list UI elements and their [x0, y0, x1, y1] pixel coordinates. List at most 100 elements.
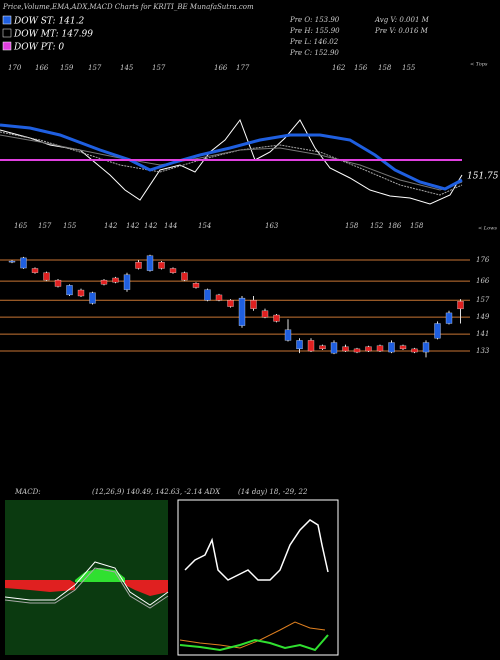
top-value: 170: [8, 64, 22, 72]
macd-label: MACD:: [14, 488, 41, 496]
candle-body: [319, 345, 326, 350]
candle-body: [31, 268, 39, 273]
candle-body: [66, 285, 73, 296]
low-value: 163: [265, 222, 279, 230]
ema-line: [0, 134, 463, 191]
ema-line: [0, 123, 463, 191]
adx-line: [179, 634, 329, 652]
level-label: 166: [476, 277, 490, 285]
candle-body: [112, 277, 119, 283]
macd-histogram: [5, 580, 75, 592]
candle-body: [296, 340, 303, 350]
info: Avg V: 0.001 M: [374, 16, 430, 24]
low-value: 158: [345, 222, 359, 230]
macd-histogram: [125, 580, 168, 596]
top-value: 158: [378, 64, 392, 72]
low-value: 157: [38, 222, 52, 230]
candle-body: [342, 346, 349, 352]
tops-label: < Tops: [470, 62, 488, 68]
top-value: 155: [402, 64, 416, 72]
candle-body: [135, 261, 142, 269]
low-value: 158: [410, 222, 424, 230]
ema-lines: [0, 118, 463, 205]
candle-body: [215, 294, 223, 301]
ema-line: [0, 131, 463, 196]
legend-swatch: [2, 28, 12, 38]
top-value: 145: [120, 64, 134, 72]
candle-body: [365, 346, 372, 352]
top-value: 157: [152, 64, 166, 72]
level-label: 141: [476, 330, 489, 338]
level-label: 157: [476, 296, 490, 304]
candle-body: [146, 255, 154, 271]
price-line: [0, 118, 463, 205]
low-value: 142: [144, 222, 158, 230]
legend-label: DOW PT: 0: [13, 43, 64, 53]
candle-body: [284, 329, 292, 341]
top-value: 162: [332, 64, 346, 72]
candle-body: [445, 312, 453, 324]
candle-body: [422, 342, 430, 353]
candle-body: [388, 342, 395, 353]
info: Pre O: 153.90: [289, 16, 340, 24]
low-value: 152: [370, 222, 384, 230]
legend-swatch: [2, 41, 12, 51]
info: Pre C: 152.90: [289, 49, 339, 57]
top-value: 156: [354, 64, 368, 72]
lows-label: < Lows: [478, 226, 497, 232]
top-value: 157: [88, 64, 102, 72]
info: Pre L: 146.02: [289, 38, 339, 46]
candle-body: [158, 261, 165, 269]
legend-swatch: [2, 15, 12, 25]
info: Pre H: 155.90: [289, 27, 340, 35]
candle-body: [273, 314, 280, 322]
candle-body: [238, 297, 246, 326]
level-label: 149: [476, 313, 490, 321]
candle-body: [77, 289, 85, 297]
low-value: 186: [388, 222, 402, 230]
macd-line: [4, 561, 169, 606]
candle-body: [227, 300, 234, 307]
top-value: 166: [35, 64, 49, 72]
legend-label: DOW MT: 147.99: [13, 30, 93, 40]
legend-label: DOW ST: 141.2: [13, 17, 84, 27]
candle-body: [43, 272, 50, 281]
level-label: 133: [476, 347, 490, 355]
candle-body: [353, 348, 361, 353]
title: Price,Volume,EMA,ADX,MACD Charts for KRI…: [2, 3, 254, 11]
low-value: 155: [63, 222, 77, 230]
candle-body: [192, 283, 200, 288]
candle-body: [169, 268, 177, 273]
low-value: 165: [14, 222, 28, 230]
top-value: 159: [60, 64, 74, 72]
candle-body: [330, 342, 338, 354]
candle-body: [54, 279, 62, 287]
low-value: 144: [164, 222, 177, 230]
candle-body: [307, 340, 315, 352]
candle-body: [434, 323, 441, 339]
candle-body: [100, 279, 108, 285]
candle-body: [123, 274, 131, 290]
info: Pre V: 0.016 M: [374, 27, 429, 35]
low-value: 142: [126, 222, 140, 230]
top-value: 166: [214, 64, 228, 72]
candle-body: [89, 292, 96, 304]
candle-body: [457, 301, 464, 310]
top-value: 177: [236, 64, 250, 72]
candle-body: [376, 345, 384, 352]
adx-plus: [184, 519, 329, 581]
adx-panel: [177, 499, 339, 656]
candle-body: [8, 260, 16, 263]
candle-body: [20, 257, 27, 269]
adx-text: (14 day) 18, -29, 22: [238, 488, 308, 496]
candle-body: [204, 289, 211, 301]
price-label: 151.75: [467, 172, 499, 182]
low-value: 142: [104, 222, 118, 230]
candle-body: [250, 300, 257, 309]
level-label: 176: [476, 256, 490, 264]
candle-body: [411, 348, 418, 353]
candle-body: [399, 345, 407, 350]
candle-body: [261, 310, 269, 318]
low-value: 154: [198, 222, 211, 230]
